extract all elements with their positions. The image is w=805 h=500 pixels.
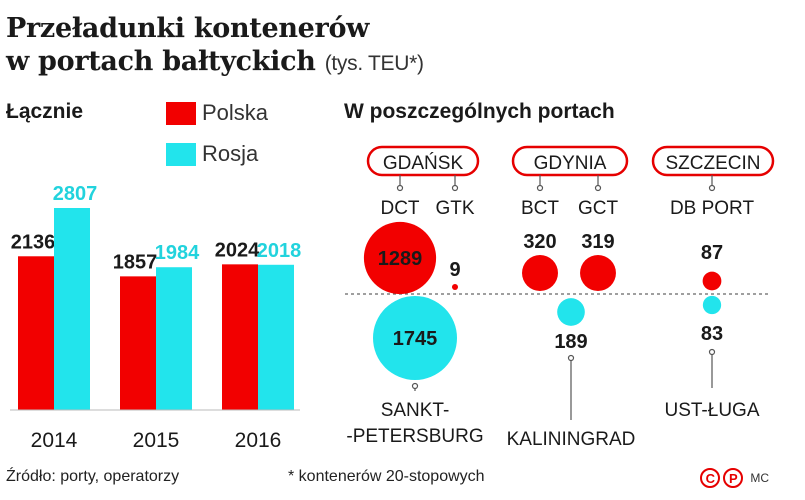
russia-dot-0	[411, 382, 419, 390]
bar-polska-2016	[222, 264, 258, 410]
legend-polska-swatch	[166, 101, 196, 125]
russia-port-name-1: KALININGRAD	[507, 429, 636, 450]
bubble-russia-0	[373, 296, 457, 380]
bubble-dct	[363, 221, 437, 295]
x-tick-2015: 2015	[133, 429, 180, 452]
terminal-name-0-0: DCT	[380, 198, 419, 219]
port-frame-2	[651, 145, 775, 177]
chart-title: Przeładunki kontenerów w portach bałtyck…	[6, 12, 424, 80]
bar-rosja-2016	[258, 264, 294, 410]
terminal-dot-2-0	[708, 184, 716, 192]
bubble-label-dct: 1289	[378, 248, 423, 270]
russia-dot-2	[708, 348, 716, 356]
bar-polska-2014	[18, 256, 54, 410]
legend-rosja-label: Rosja	[202, 141, 259, 166]
bubble-gtk	[451, 283, 459, 291]
bar-rosja-2015	[156, 267, 192, 410]
port-name-0: GDAŃSK	[383, 153, 464, 174]
terminal-dot-0-0	[396, 184, 404, 192]
copyright-icon: C	[700, 468, 721, 488]
bar-rosja-2014	[54, 208, 90, 410]
title-unit: (tys. TEU*)	[324, 52, 424, 75]
russia-port-name-2: UST-ŁUGA	[664, 400, 759, 421]
russia-port-name-0-line-0: SANKT-	[381, 400, 450, 421]
bubble-label-russia-0: 1745	[393, 328, 438, 350]
legend-polska-label: Polska	[202, 100, 269, 125]
totals-section-title: Łącznie	[6, 100, 84, 123]
terminal-name-2-0: DB PORT	[670, 198, 755, 219]
port-name-1: GDYNIA	[534, 153, 607, 174]
bubble-label-russia-2: 83	[701, 323, 723, 345]
bar-label-rosja-2015: 1984	[155, 242, 200, 264]
port-frame-1	[511, 145, 629, 177]
bubble-russia-1	[557, 298, 585, 326]
port-frame-0	[366, 145, 480, 177]
bar-label-polska-2015: 1857	[113, 251, 158, 273]
credit: C P MC	[700, 468, 769, 488]
terminal-name-1-0: BCT	[521, 198, 559, 219]
bar-label-polska-2016: 2024	[215, 239, 260, 261]
terminal-name-0-1: GTK	[435, 198, 474, 219]
bubble-db-port	[702, 271, 722, 291]
source-note: Źródło: porty, operatorzy	[6, 468, 180, 485]
bubble-label-db-port: 87	[701, 242, 723, 264]
title-line-2: w portach bałtyckich (tys. TEU*)	[6, 45, 424, 80]
title-line-1: Przeładunki kontenerów	[6, 13, 370, 44]
bar-polska-2015	[120, 276, 156, 410]
terminal-name-1-1: GCT	[578, 198, 619, 219]
bar-label-rosja-2016: 2018	[257, 240, 302, 262]
bar-label-polska-2014: 2136	[11, 231, 56, 253]
bar-label-rosja-2014: 2807	[53, 183, 98, 205]
terminal-dot-1-0	[536, 184, 544, 192]
port-name-2: SZCZECIN	[666, 153, 761, 174]
legend-rosja: Rosja	[166, 141, 258, 167]
title-line-2-text: w portach bałtyckich	[6, 46, 316, 77]
russia-port-name-0-line-1: -PETERSBURG	[346, 426, 483, 447]
teu-footnote: * kontenerów 20-stopowych	[288, 468, 485, 485]
x-tick-2014: 2014	[31, 429, 78, 452]
bubble-label-russia-1: 189	[554, 331, 587, 353]
russia-dot-1	[567, 354, 575, 362]
bubble-label-gct: 319	[581, 231, 614, 253]
credit-initials: MC	[750, 471, 769, 485]
terminal-dot-1-1	[594, 184, 602, 192]
terminal-dot-0-1	[451, 184, 459, 192]
bubble-gct	[580, 255, 616, 291]
bubble-label-gtk: 9	[449, 259, 460, 281]
photo-credit-icon: P	[723, 468, 744, 488]
legend-polska: Polska	[166, 100, 268, 126]
bubble-russia-2	[702, 295, 722, 315]
bubble-bct	[522, 255, 558, 291]
bubble-label-bct: 320	[523, 231, 556, 253]
x-tick-2016: 2016	[235, 429, 282, 452]
ports-section-title: W poszczególnych portach	[344, 100, 615, 123]
legend-rosja-swatch	[166, 142, 196, 166]
